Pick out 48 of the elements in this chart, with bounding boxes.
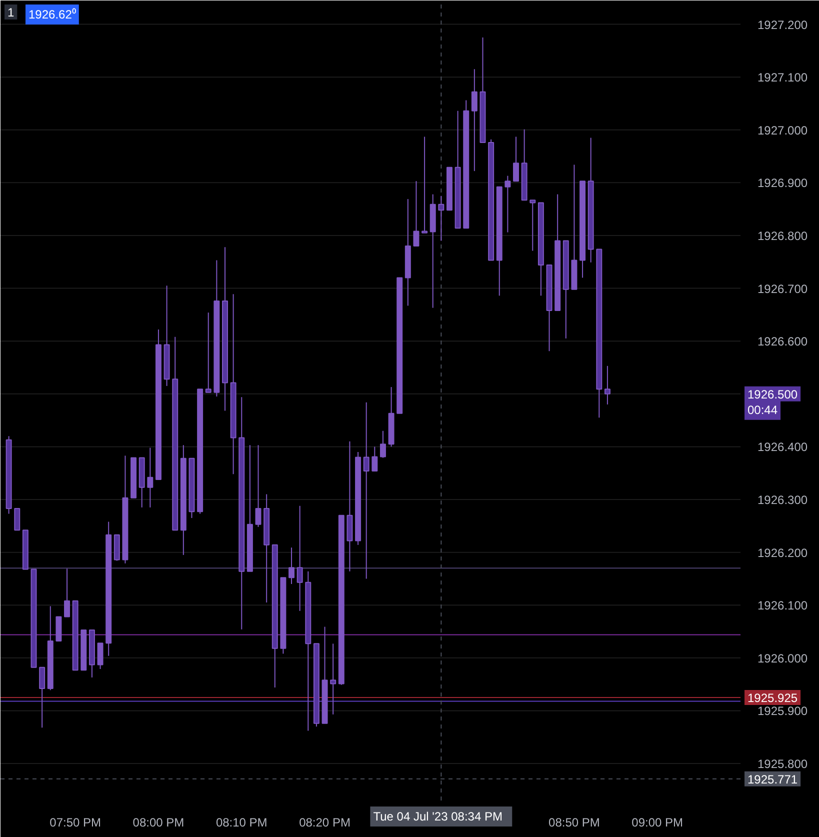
ref-line-label: Tue 04 Jul '23 08:34 PM [373, 810, 502, 824]
candlestick [513, 136, 519, 182]
candlestick [255, 444, 262, 528]
candlestick [147, 447, 154, 508]
x-tick-label: 08:00 PM [132, 816, 184, 830]
candlestick [530, 200, 536, 252]
candlestick [504, 175, 511, 233]
text: 1926.500 [748, 387, 798, 402]
candlestick [413, 180, 420, 247]
y-tick-label: 1927.000 [758, 123, 808, 138]
candlestick [205, 312, 212, 393]
candlestick [14, 508, 20, 531]
candlestick [422, 136, 428, 234]
candlestick [296, 505, 303, 612]
candlestick [39, 666, 46, 728]
y-tick-label: 1926.100 [758, 598, 808, 613]
y-tick-label: 1927.200 [758, 18, 808, 32]
y-tick-label: 1927.100 [758, 70, 808, 85]
y-tick-label: 1926.000 [758, 651, 808, 666]
candlestick [438, 195, 444, 242]
x-tick-label: 08:20 PM [299, 816, 350, 830]
candlestick [372, 446, 378, 472]
candlestick [288, 547, 295, 584]
candlestick [363, 402, 370, 580]
y-tick-label: 1926.800 [758, 228, 808, 243]
y-tick-label: 1926.300 [758, 493, 808, 508]
ref-line-label: 1925.771 [748, 772, 798, 786]
y-tick-label: 1925.900 [758, 704, 808, 718]
x-tick-label: 08:10 PM [216, 816, 268, 830]
y-tick-label: 1926.900 [758, 176, 808, 190]
annotation: 1926.62⁰ [28, 8, 76, 22]
y-tick-label: 1926.700 [758, 282, 808, 296]
candlestick [471, 68, 478, 172]
y-tick-label: 1925.800 [758, 757, 808, 772]
annotation: 1 [8, 6, 14, 20]
y-tick-label: 1926.400 [758, 440, 808, 454]
y-tick-label: 1926.200 [758, 546, 808, 560]
ref-line-label: 1925.925 [748, 691, 798, 706]
candlestick [380, 430, 386, 458]
candlestick [330, 643, 336, 715]
candlestick [64, 568, 70, 618]
x-tick-label: 09:00 PM [632, 816, 684, 830]
x-tick-label: 08:50 PM [548, 816, 600, 830]
text: 00:44 [748, 402, 778, 417]
candlestick [97, 642, 104, 670]
y-tick-label: 1926.600 [758, 334, 808, 349]
x-tick-label: 07:50 PM [50, 816, 102, 830]
candlestick [604, 365, 610, 405]
